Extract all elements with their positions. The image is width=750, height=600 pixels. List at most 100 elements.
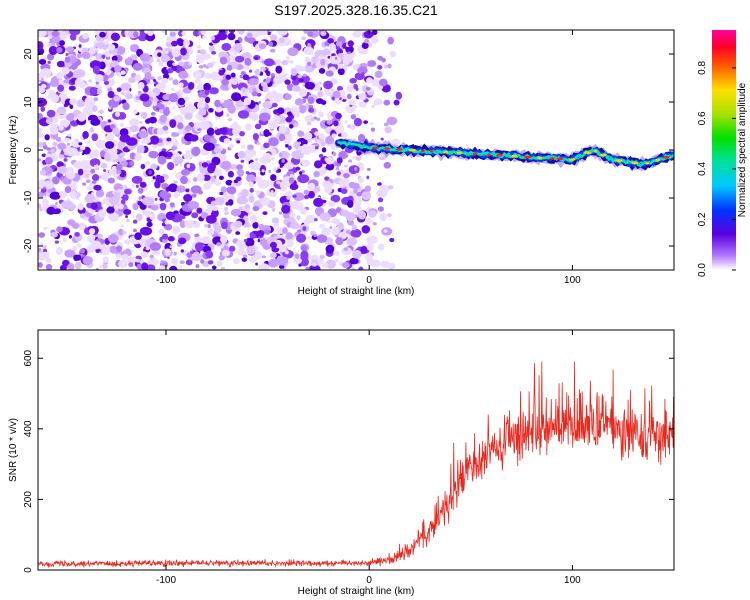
snr-panel: -100 0 100 0 200 400 600 Height of straight li…: [8, 329, 675, 597]
noise-speck: [120, 82, 131, 91]
noise-speck: [268, 169, 272, 174]
noise-speck: [203, 142, 215, 151]
noise-speck: [285, 116, 293, 123]
noise-speck: [284, 139, 291, 145]
noise-speck: [383, 229, 388, 233]
noise-speck: [351, 224, 357, 231]
noise-speck: [101, 54, 106, 59]
colorbar-tick-label: 0.0: [697, 263, 708, 277]
noise-speck: [387, 185, 394, 190]
noise-speck: [308, 107, 315, 113]
noise-speck: [291, 150, 304, 160]
noise-speck: [248, 195, 255, 203]
noise-speck: [65, 147, 78, 157]
noise-speck: [370, 35, 379, 44]
signal-peak: [384, 147, 390, 150]
noise-speck: [361, 42, 369, 50]
noise-speck: [239, 130, 245, 137]
noise-speck: [357, 66, 368, 75]
noise-speck: [201, 162, 209, 168]
noise-speck: [338, 150, 349, 159]
noise-speck: [345, 211, 356, 222]
noise-speck: [270, 189, 274, 193]
noise-speck: [246, 224, 251, 228]
noise-speck: [186, 252, 193, 258]
noise-speck: [113, 204, 119, 211]
noise-speck: [192, 30, 200, 37]
noise-speck: [172, 106, 176, 110]
noise-speck: [237, 168, 244, 177]
noise-speck: [172, 139, 179, 147]
noise-speck: [132, 31, 139, 38]
noise-speck: [362, 85, 369, 93]
noise-speck: [59, 40, 65, 46]
noise-speck: [207, 162, 217, 171]
noise-speck: [210, 200, 218, 206]
noise-speck: [348, 165, 360, 175]
noise-speck: [185, 125, 192, 132]
noise-speck: [319, 254, 325, 260]
noise-speck: [161, 78, 168, 85]
noise-speck: [272, 115, 281, 124]
noise-speck: [356, 191, 363, 197]
signal-peak: [593, 150, 598, 153]
noise-speck: [317, 91, 324, 98]
noise-speck: [226, 64, 233, 71]
noise-speck: [336, 166, 339, 171]
noise-speck: [215, 107, 223, 113]
noise-speck: [219, 56, 228, 65]
noise-speck: [299, 171, 303, 175]
noise-speck: [220, 235, 228, 244]
noise-speck: [38, 232, 46, 238]
noise-speck: [79, 213, 86, 219]
noise-speck: [289, 201, 295, 207]
noise-speck: [281, 60, 289, 66]
noise-speck: [38, 59, 47, 65]
noise-speck: [203, 183, 212, 190]
noise-speck: [274, 74, 286, 83]
noise-speck: [88, 46, 96, 55]
noise-speck: [220, 186, 228, 194]
noise-speck: [205, 250, 214, 259]
noise-speck: [56, 60, 65, 68]
noise-speck: [45, 258, 52, 264]
noise-speck: [180, 169, 190, 176]
noise-speck: [180, 249, 185, 253]
noise-speck: [82, 130, 89, 139]
noise-speck: [178, 70, 189, 79]
noise-speck: [324, 157, 328, 162]
noise-speck: [268, 258, 279, 268]
noise-speck: [292, 194, 297, 198]
noise-speck: [58, 79, 63, 84]
noise-speck: [236, 140, 241, 144]
noise-speck: [357, 210, 367, 220]
noise-speck: [150, 111, 156, 116]
noise-speck: [343, 172, 350, 179]
noise-speck: [204, 223, 208, 228]
noise-speck: [214, 128, 222, 136]
noise-speck: [271, 217, 280, 224]
noise-speck: [173, 156, 184, 165]
noise-speck: [192, 70, 202, 79]
noise-speck: [57, 142, 67, 150]
noise-speck: [366, 77, 373, 84]
noise-speck: [85, 173, 90, 178]
noise-speck: [286, 239, 294, 248]
y-tick-label: 400: [23, 420, 34, 437]
y-tick-label: 200: [23, 491, 34, 508]
noise-speck: [49, 191, 61, 200]
noise-speck: [298, 88, 308, 97]
noise-speck: [120, 160, 128, 167]
noise-speck: [154, 180, 161, 189]
noise-speck: [368, 209, 377, 218]
noise-speck: [323, 80, 333, 90]
noise-speck: [143, 246, 147, 250]
noise-speck: [41, 198, 49, 207]
noise-speck: [204, 89, 210, 96]
noise-speck: [370, 104, 376, 109]
y-tick-label: 600: [23, 349, 34, 366]
noise-speck: [123, 209, 132, 215]
noise-speck: [254, 158, 259, 162]
noise-speck: [176, 185, 186, 193]
